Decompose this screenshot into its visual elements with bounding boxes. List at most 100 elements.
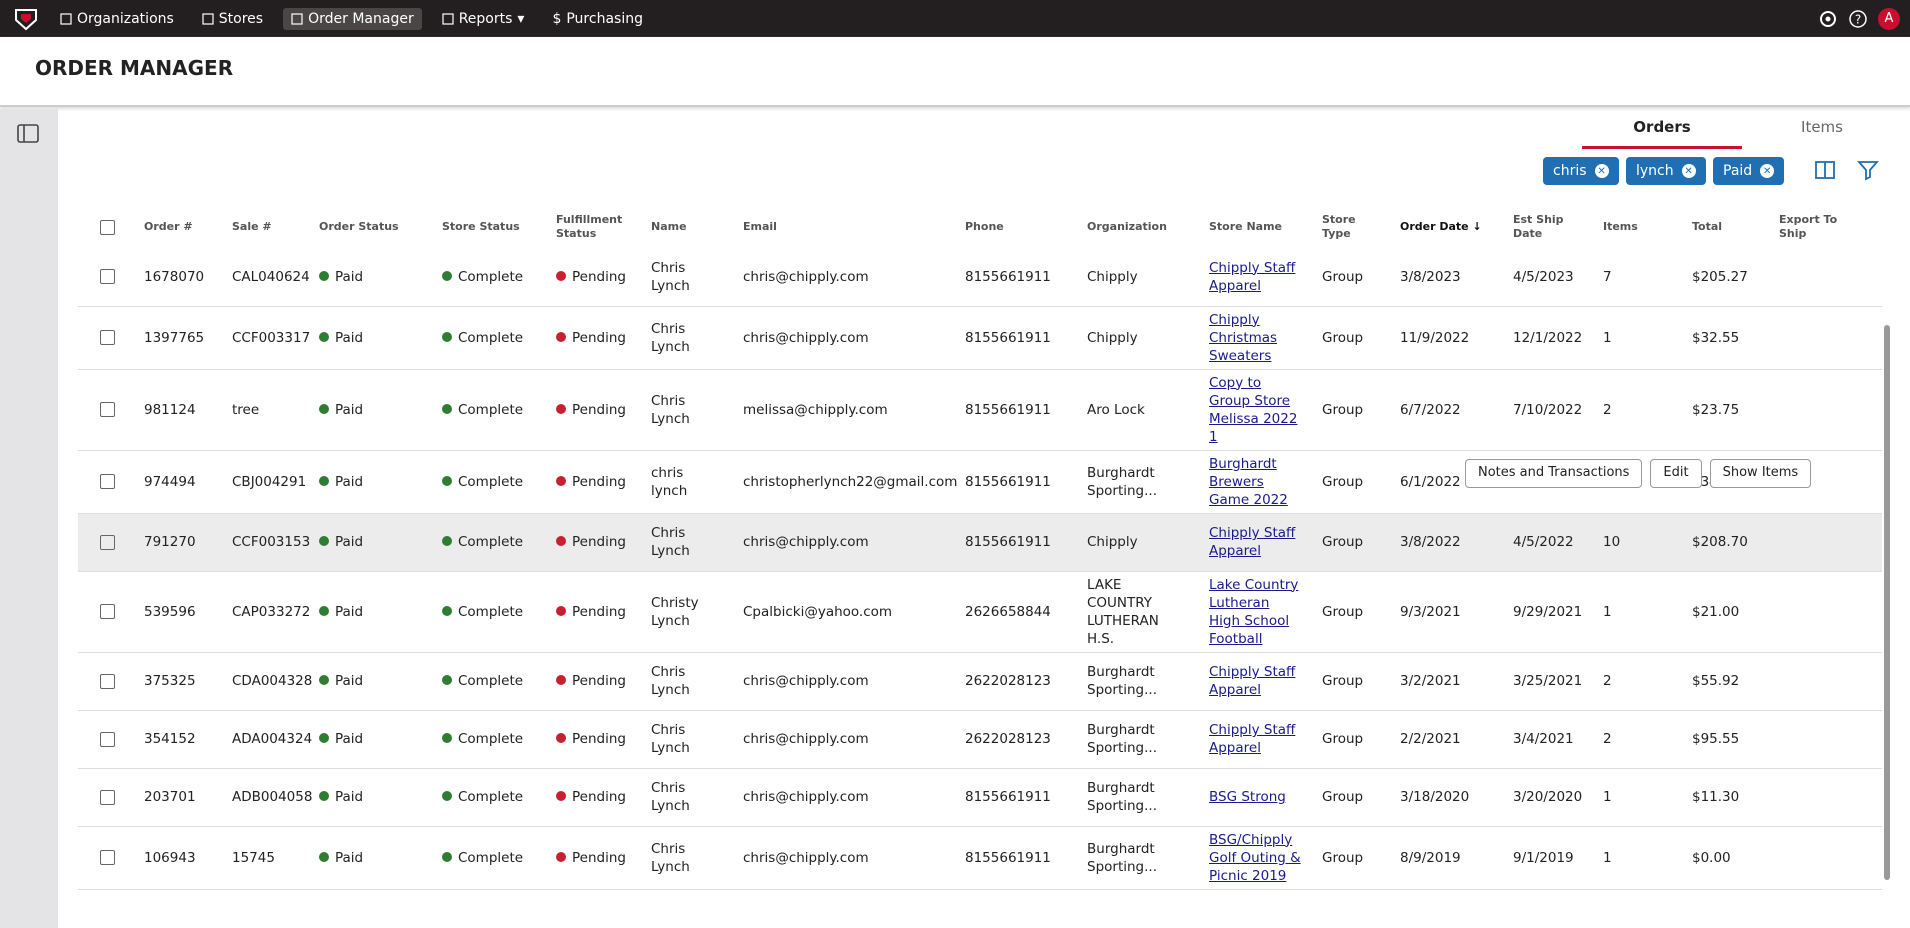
checkbox[interactable] <box>100 850 115 865</box>
cell <box>78 710 140 769</box>
cell: Complete <box>438 710 552 769</box>
store-link[interactable]: Chipply Staff Apparel <box>1209 722 1296 756</box>
checkbox[interactable] <box>100 402 115 417</box>
filter-icon[interactable] <box>1856 158 1880 182</box>
store-link[interactable]: Chipply Christmas Sweaters <box>1209 311 1278 364</box>
row-action-button[interactable]: Notes and Transactions <box>1465 459 1643 488</box>
cell-text: Burghardt Sporting... <box>1087 840 1157 875</box>
store-link[interactable]: BSG/Chipply Golf Outing & Picnic 2019 <box>1209 831 1301 884</box>
columns-icon[interactable] <box>1813 158 1837 182</box>
store-link[interactable]: BSG Strong <box>1209 789 1286 805</box>
order-row[interactable]: 203701 ADB004058 Paid Complete Pending Chris … <box>78 768 1882 827</box>
chip-remove[interactable]: ✕ <box>1760 164 1775 178</box>
help-icon[interactable]: ? <box>1848 9 1868 29</box>
store-link[interactable]: Burghardt Brewers Game 2022 <box>1209 455 1288 508</box>
checkbox[interactable] <box>100 269 115 285</box>
column-header[interactable]: Email <box>739 206 961 248</box>
order-row[interactable]: 106943 15745 Paid Complete Pending Chris Lync… <box>78 826 1882 890</box>
column-header[interactable]: Organization <box>1083 206 1205 248</box>
cell: 8155661911 <box>961 450 1083 514</box>
settings-icon[interactable] <box>1818 9 1838 29</box>
status-text: Complete <box>458 473 524 490</box>
checkbox[interactable] <box>100 673 115 689</box>
row-action-button[interactable]: Edit <box>1650 459 1702 488</box>
cell-text: 3/4/2021 <box>1513 731 1574 747</box>
column-header[interactable]: Phone <box>961 206 1083 248</box>
cell: Pending <box>552 369 647 451</box>
scrollbar[interactable] <box>1884 325 1890 880</box>
store-link[interactable]: Lake Country Lutheran High School Footba… <box>1209 576 1299 647</box>
cell: Chris Lynch <box>647 369 739 451</box>
order-row[interactable]: 354152 ADA004324 Paid Complete Pending Chris … <box>78 710 1882 769</box>
nav-item[interactable]: $ Purchasing <box>544 8 651 30</box>
checkbox[interactable] <box>100 219 115 235</box>
checkbox[interactable] <box>100 789 115 805</box>
cell-text: $23.75 <box>1692 401 1740 418</box>
column-header[interactable]: Store Status <box>438 206 552 248</box>
cell: LAKE COUNTRY LUTHERAN H.S. <box>1083 571 1205 653</box>
nav-item[interactable]: Stores <box>194 8 271 30</box>
tab[interactable]: Orders <box>1582 118 1742 149</box>
nav-label: Purchasing <box>566 10 643 27</box>
cell: Burghardt Sporting... <box>1083 826 1205 890</box>
cell: CCF003153 <box>228 513 315 572</box>
column-header[interactable]: Sale # <box>228 206 315 248</box>
order-row[interactable]: 10068615426PaidCompletePendingChris Lync… <box>78 889 1882 898</box>
status-dot <box>556 791 566 801</box>
checkbox[interactable] <box>100 474 115 489</box>
column-header[interactable]: Fulfillment Status <box>552 206 647 248</box>
store-link[interactable]: Chipply Staff Apparel <box>1209 664 1296 698</box>
chip-remove[interactable]: ✕ <box>1594 164 1609 178</box>
cell-text: $208.70 <box>1692 534 1748 550</box>
cell-text: 539596 <box>144 603 196 620</box>
filter-chip[interactable]: lynch ✕ <box>1626 157 1706 185</box>
nav-item[interactable]: Reports ▾ <box>434 8 533 30</box>
cell: 8155661911 <box>961 826 1083 890</box>
cell-text: Group <box>1322 849 1364 866</box>
avatar[interactable]: A <box>1878 7 1900 30</box>
store-link[interactable]: Chipply Staff Apparel <box>1209 525 1296 559</box>
store-link[interactable]: Copy to Group Store Melissa 2022 1 <box>1209 374 1298 445</box>
cell-text: chris@chipply.com <box>743 534 869 550</box>
column-header[interactable]: Total <box>1688 206 1775 248</box>
column-header[interactable]: Items <box>1599 206 1688 248</box>
status-dot <box>319 403 329 414</box>
order-row[interactable]: 1678070 CAL040624 Paid Complete Pending Chris… <box>78 248 1882 307</box>
page-header: ORDER MANAGER <box>0 37 1910 107</box>
nav-item[interactable]: Organizations <box>52 8 182 30</box>
cell-text: melissa@chipply.com <box>743 401 888 418</box>
order-row[interactable]: 375325 CDA004328 Paid Complete Pending Chris … <box>78 652 1882 711</box>
cell: chris@chipply.com <box>739 306 961 370</box>
cell: 10 <box>1599 513 1688 572</box>
order-row[interactable]: 539596 CAP033272 Paid Complete Pending Christ… <box>78 571 1882 653</box>
sidebar-toggle[interactable] <box>16 123 42 145</box>
cell-text: $95.55 <box>1692 731 1740 747</box>
filter-chip[interactable]: chris ✕ <box>1543 157 1619 185</box>
order-row[interactable]: 791270 CCF003153 Paid Complete Pending Chris … <box>78 513 1882 572</box>
store-link[interactable]: Chipply Staff Apparel <box>1209 259 1296 294</box>
column-header[interactable]: Export To Ship <box>1775 206 1882 248</box>
order-row[interactable]: 1397765 CCF003317 Paid Complete Pending Chris… <box>78 306 1882 370</box>
cell-text: 7 <box>1603 268 1612 285</box>
order-row[interactable]: 981124 tree Paid Complete Pending Chris Lynch… <box>78 369 1882 451</box>
checkbox[interactable] <box>100 731 115 747</box>
column-header[interactable]: Store Type <box>1318 206 1396 248</box>
row-action-button[interactable]: Show Items <box>1709 459 1812 488</box>
checkbox[interactable] <box>100 330 115 345</box>
filter-chip[interactable]: Paid ✕ <box>1713 157 1785 185</box>
nav-icon <box>291 12 303 25</box>
checkbox[interactable] <box>100 534 115 550</box>
column-header[interactable]: Order # <box>140 206 228 248</box>
column-header[interactable]: Est Ship Date <box>1509 206 1599 248</box>
status-text: Paid <box>335 268 364 285</box>
column-header[interactable]: Name <box>647 206 739 248</box>
checkbox[interactable] <box>100 604 115 619</box>
column-header[interactable]: Order Status <box>315 206 438 248</box>
cell-text: Group <box>1322 473 1364 490</box>
column-header[interactable]: Store Name <box>1205 206 1318 248</box>
tab[interactable]: Items <box>1801 118 1843 136</box>
chip-remove[interactable]: ✕ <box>1681 164 1696 178</box>
column-header[interactable]: Order Date ↓ <box>1396 206 1509 248</box>
nav-item[interactable]: Order Manager <box>283 7 422 30</box>
cell: $11.30 <box>1688 768 1775 827</box>
